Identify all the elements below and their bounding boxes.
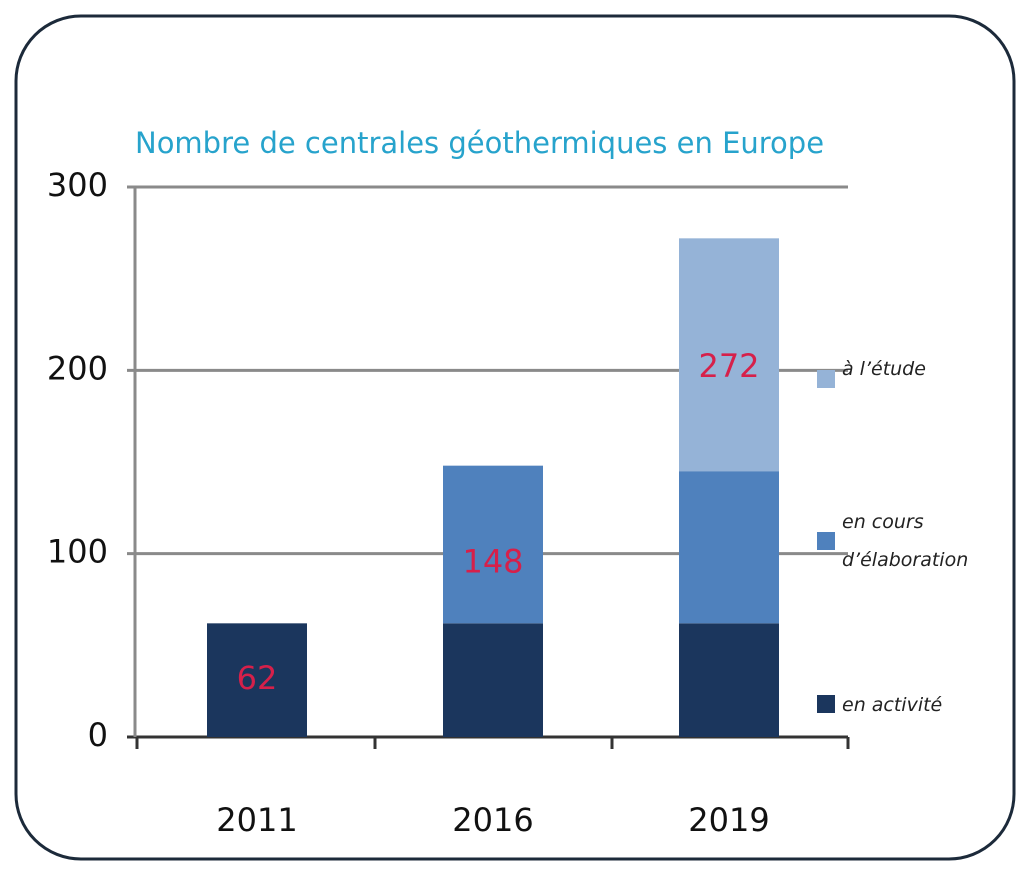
bar-segment bbox=[679, 471, 779, 624]
x-tick-label: 2016 bbox=[452, 801, 533, 839]
x-tick-label: 2019 bbox=[688, 801, 769, 839]
bar-segment bbox=[679, 238, 779, 472]
data-label: 148 bbox=[462, 542, 523, 580]
y-tick-label: 0 bbox=[88, 716, 108, 754]
bar-segment bbox=[207, 623, 307, 737]
y-tick-label: 300 bbox=[47, 166, 108, 204]
x-tick-label: 2011 bbox=[216, 801, 297, 839]
legend-swatch bbox=[817, 370, 835, 388]
bar-segment bbox=[679, 623, 779, 737]
y-tick-label: 100 bbox=[47, 533, 108, 571]
y-tick-label: 200 bbox=[47, 349, 108, 387]
legend-label: en activité bbox=[842, 694, 943, 716]
legend-swatch bbox=[817, 695, 835, 713]
legend-swatch bbox=[817, 532, 835, 550]
legend-label: en cours d’élaboration bbox=[842, 511, 969, 571]
data-label: 272 bbox=[698, 347, 759, 385]
bar-segment bbox=[443, 465, 543, 624]
frame bbox=[14, 14, 1016, 861]
bar-segment bbox=[443, 623, 543, 737]
chart-title: Nombre de centrales géothermiques en Eur… bbox=[135, 126, 824, 160]
data-label: 62 bbox=[237, 659, 278, 697]
legend-label: à l’étude bbox=[842, 358, 926, 380]
